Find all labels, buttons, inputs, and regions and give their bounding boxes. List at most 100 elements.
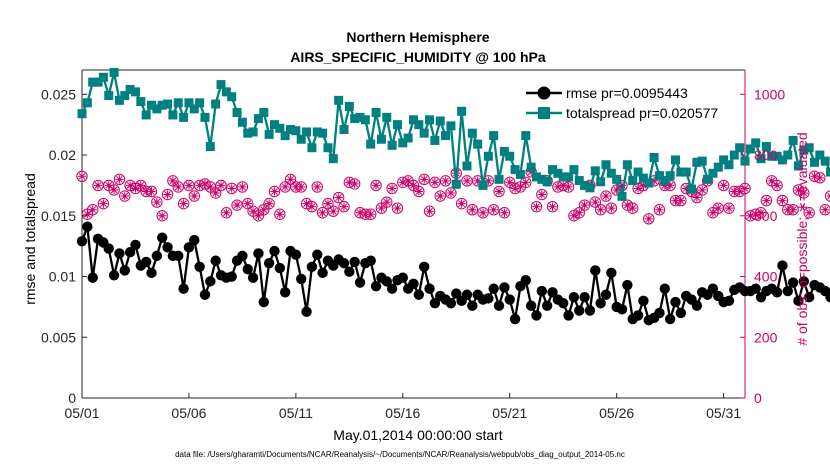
obs-possible-marker — [691, 191, 703, 204]
totalspread-point — [227, 92, 237, 102]
obs-possible-marker — [274, 208, 286, 220]
obs-evaluated-marker — [473, 176, 482, 186]
obs-evaluated-marker — [345, 178, 354, 187]
totalspread-point — [777, 155, 787, 165]
legend-spread-label: totalspread pr=0.020577 — [566, 105, 718, 121]
totalspread-point — [376, 134, 386, 144]
obs-evaluated-marker — [676, 196, 686, 205]
obs-possible-marker — [108, 184, 120, 196]
rmse-point — [413, 289, 425, 300]
x-tick-label: 05/01 — [64, 405, 99, 421]
rmse-point — [461, 289, 473, 300]
obs-evaluated-marker — [548, 202, 557, 211]
x-tick-labels: 05/01 05/06 05/11 05/16 05/21 05/26 05/31 — [64, 393, 741, 421]
rmse-point — [205, 276, 216, 287]
obs-evaluated-marker — [254, 211, 263, 220]
rmse-point — [418, 261, 430, 272]
obs-evaluated-marker — [109, 185, 119, 195]
rmse-point — [76, 236, 88, 247]
totalspread-point — [612, 174, 622, 184]
totalspread-point — [269, 120, 279, 130]
rmse-point — [296, 273, 307, 285]
rmse-point — [124, 247, 136, 258]
obs-possible-marker — [605, 202, 618, 214]
rmse-point — [140, 256, 152, 268]
totalspread-point — [451, 179, 461, 189]
obs-evaluated-marker — [639, 181, 648, 190]
rmse-point — [825, 292, 830, 303]
obs-evaluated-marker — [222, 208, 231, 217]
totalspread-point — [211, 99, 221, 109]
totalspread-point — [713, 162, 723, 172]
obs-evaluated-marker — [280, 182, 290, 192]
totalspread-point — [622, 160, 632, 170]
obs-evaluated-marker — [350, 179, 359, 189]
totalspread-point — [141, 110, 151, 120]
rmse-point — [777, 260, 788, 271]
totalspread-point — [446, 121, 456, 131]
totalspread-point — [360, 115, 370, 125]
rmse-point — [258, 296, 269, 308]
rmse-point — [531, 310, 542, 321]
obs-evaluated-marker — [751, 210, 760, 219]
rmse-point — [344, 266, 355, 277]
totalspread-point — [216, 80, 226, 90]
obs-evaluated-marker — [93, 181, 103, 190]
obs-evaluated-marker — [99, 199, 108, 208]
obs-evaluated-marker — [671, 196, 680, 205]
totalspread-point — [660, 176, 670, 186]
rmse-point — [151, 250, 163, 262]
data-file-footnote: data file: /Users/gharamti/Documents/NCA… — [175, 450, 625, 459]
totalspread-point — [189, 104, 199, 114]
totalspread-point — [441, 131, 451, 141]
obs-possible-marker — [113, 173, 126, 186]
obs-evaluated-marker — [762, 196, 771, 205]
obs-evaluated-marker — [489, 205, 498, 214]
totalspread-point — [291, 126, 301, 136]
obs-possible-marker — [220, 207, 233, 219]
obs-evaluated-marker — [147, 187, 156, 196]
obs-evaluated-marker — [366, 210, 375, 219]
totalspread-point — [130, 87, 140, 97]
y-left-tick-label: 0 — [68, 390, 76, 406]
obs-possible-marker — [493, 185, 505, 198]
totalspread-point — [243, 128, 253, 138]
obs-evaluated-marker — [462, 176, 472, 186]
x-axis-label: May.01,2014 00:00:00 start — [333, 427, 503, 443]
x-tick-label: 05/26 — [599, 405, 634, 421]
totalspread-point — [462, 161, 472, 171]
x-tick-label: 05/31 — [706, 405, 741, 421]
totalspread-point — [665, 171, 675, 181]
obs-evaluated-marker — [719, 181, 728, 190]
rmse-point — [247, 272, 259, 283]
rmse-point — [707, 283, 719, 294]
rmse-point — [279, 287, 291, 298]
obs-evaluated-marker — [334, 193, 343, 202]
obs-possible-marker — [723, 202, 735, 214]
rmse-point — [803, 291, 815, 303]
obs-possible-marker — [381, 196, 393, 208]
obs-possible-marker — [76, 170, 88, 182]
obs-evaluated-marker — [163, 190, 172, 199]
obs-evaluated-marker — [125, 181, 135, 190]
totalspread-point — [280, 131, 290, 141]
obs-evaluated-marker — [537, 190, 547, 199]
obs-evaluated-marker — [286, 175, 295, 184]
obs-evaluated-marker — [821, 205, 830, 214]
obs-evaluated-marker — [804, 208, 814, 217]
totalspread-point — [515, 169, 525, 179]
totalspread-point — [371, 108, 381, 118]
totalspread-point — [681, 167, 691, 177]
totalspread-point — [296, 134, 306, 144]
obs-possible-marker — [600, 190, 612, 202]
totalspread-point — [136, 97, 146, 107]
totalspread-point — [799, 145, 809, 155]
rmse-point — [130, 239, 141, 251]
obs-evaluated-marker — [259, 205, 268, 214]
obs-possible-marker — [97, 197, 110, 210]
obs-possible-marker — [466, 204, 479, 216]
obs-evaluated-marker — [740, 184, 750, 193]
obs-possible-marker — [776, 194, 789, 207]
obs-possible-marker — [188, 190, 200, 202]
